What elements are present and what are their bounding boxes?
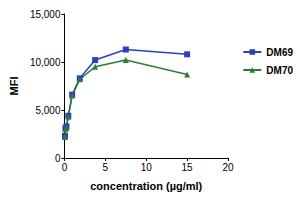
svg-text:concentration (µg/ml): concentration (µg/ml) (90, 180, 202, 192)
svg-text:MFI: MFI (8, 77, 20, 96)
svg-text:DM69: DM69 (266, 47, 293, 58)
svg-text:15: 15 (182, 162, 194, 173)
svg-text:5: 5 (103, 162, 109, 173)
svg-text:10: 10 (141, 162, 153, 173)
svg-text:0: 0 (55, 153, 61, 164)
svg-text:0: 0 (62, 162, 68, 173)
svg-text:10,000: 10,000 (30, 57, 61, 68)
svg-text:15,000: 15,000 (30, 9, 61, 20)
svg-text:5,000: 5,000 (35, 105, 60, 116)
svg-text:20: 20 (222, 162, 234, 173)
svg-text:DM70: DM70 (266, 65, 293, 76)
